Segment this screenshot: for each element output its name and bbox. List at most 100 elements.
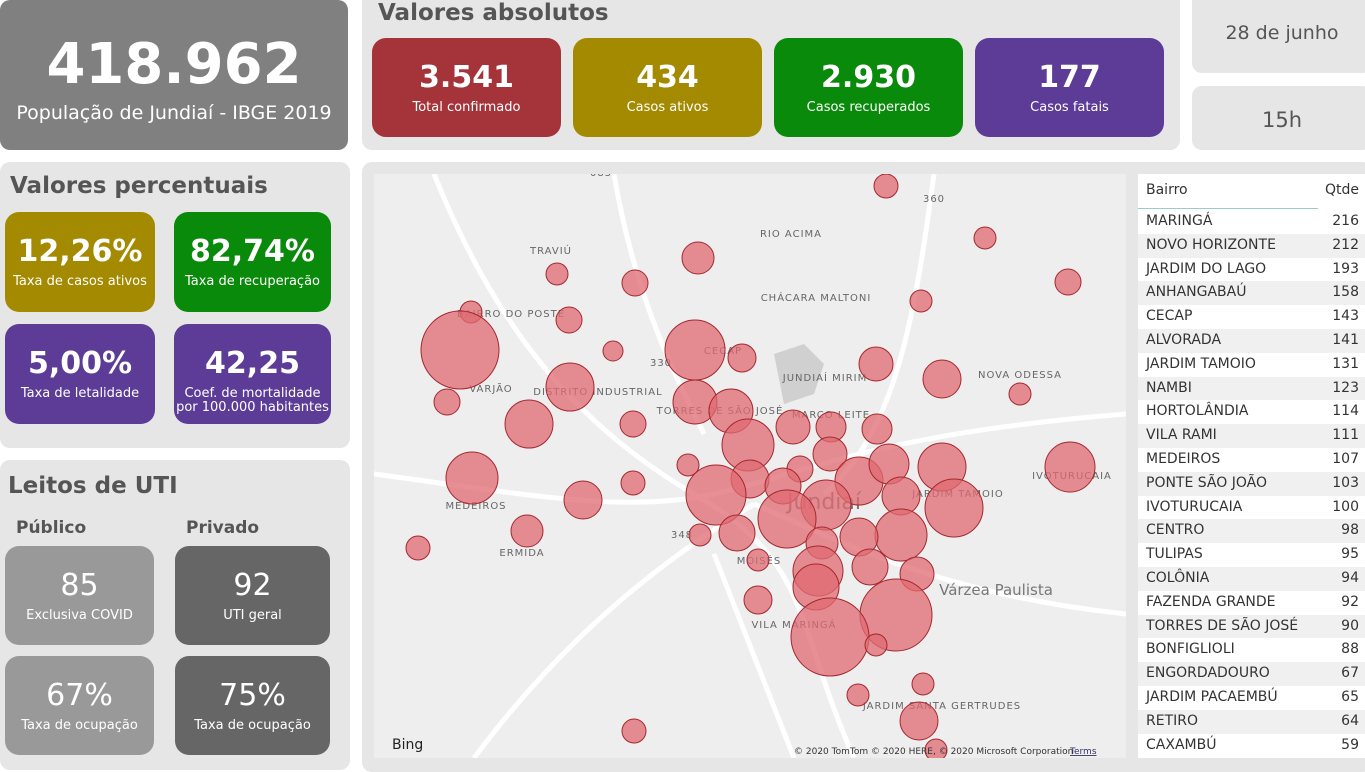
map-label: Várzea Paulista xyxy=(939,581,1053,599)
card: 42,25 Coef. de mortalidade por 100.000 ha… xyxy=(174,324,331,424)
bubble xyxy=(504,399,554,449)
map-brand: Bing xyxy=(392,737,423,753)
row-bg xyxy=(1138,257,1365,282)
bubble xyxy=(757,489,817,549)
map-label: RIO ACIMA xyxy=(760,229,822,240)
row-bg xyxy=(1138,424,1365,448)
card: 177 Casos fatais xyxy=(975,38,1164,137)
hour: 15h xyxy=(1261,108,1303,132)
bubble xyxy=(405,535,431,561)
card: 75% Taxa de ocupação xyxy=(175,656,330,755)
bairro: JARDIM DO LAGO xyxy=(1146,260,1267,277)
card-label: Coef. de mortalidade por 100.000 habitan… xyxy=(176,386,329,415)
bubble xyxy=(621,269,649,297)
qtde: 141 xyxy=(1332,332,1359,348)
qtde: 64 xyxy=(1341,712,1359,729)
bubble xyxy=(664,319,726,381)
hour-panel: 15h xyxy=(1192,86,1365,150)
row-bg xyxy=(1138,448,1365,472)
card-label: Casos fatais xyxy=(1030,100,1109,115)
card-value: 177 xyxy=(1038,60,1101,95)
map-label: JARDIM SANTA GERTRUDES xyxy=(862,701,1021,712)
bairro: HORTOLÂNDIA xyxy=(1146,403,1249,420)
population-label: População de Jundiaí - IBGE 2019 xyxy=(16,102,332,124)
card-value: 12,26% xyxy=(17,234,143,269)
qtde: 216 xyxy=(1332,213,1359,229)
map-label: VARJÃO xyxy=(469,382,512,395)
card-label: Casos ativos xyxy=(626,100,709,115)
bubble xyxy=(851,548,889,586)
bubble xyxy=(858,346,894,382)
bairro: NAMBI xyxy=(1146,379,1192,396)
publico: Público xyxy=(16,518,87,538)
column-header: Qtde xyxy=(1324,182,1359,198)
bubble xyxy=(812,436,848,472)
qtde: 193 xyxy=(1332,260,1359,277)
qtde: 59 xyxy=(1341,736,1359,753)
row-bg xyxy=(1138,471,1365,496)
bubble xyxy=(775,409,811,445)
bairro: PONTE SÃO JOÃO xyxy=(1146,474,1267,491)
bubble xyxy=(924,738,948,758)
map: TRAVIÚ RIO ACIMA CHÁCARA MALTONI BAIRRO DO … xyxy=(374,174,1126,758)
bubble xyxy=(681,241,715,275)
header-rule xyxy=(1138,208,1318,209)
card-value: 92 xyxy=(233,568,272,603)
population: 418.962 xyxy=(46,32,302,97)
bubble xyxy=(1054,268,1082,296)
card-value: 3.541 xyxy=(419,60,514,95)
map-copyright: © 2020 TomTom © 2020 HERE, © 2020 Micros… xyxy=(794,747,1073,757)
qtde: 107 xyxy=(1332,451,1359,467)
card-label: Exclusiva COVID xyxy=(26,608,133,623)
bubble xyxy=(545,362,595,412)
qtde: 100 xyxy=(1332,498,1359,515)
row-bg xyxy=(1138,614,1365,639)
row-bg xyxy=(1138,400,1365,425)
qtde: 67 xyxy=(1341,665,1359,682)
column-header: Bairro xyxy=(1146,182,1188,198)
map-terms: Terms xyxy=(1069,747,1097,757)
card: 85 Exclusiva COVID xyxy=(5,546,154,645)
card: 67% Taxa de ocupação xyxy=(5,656,154,755)
card-value: 85 xyxy=(60,568,99,603)
bubble xyxy=(685,464,747,526)
date-panel: 28 de junho xyxy=(1192,0,1365,73)
bubble xyxy=(621,718,647,744)
bubble xyxy=(790,597,870,677)
bairro: COLÔNIA xyxy=(1146,570,1210,586)
bubble xyxy=(743,585,773,615)
row-bg xyxy=(1138,281,1365,306)
row-bg xyxy=(1138,567,1365,591)
map-label: JUNDIAÍ MIRIM xyxy=(782,371,867,384)
card: 92 UTI geral xyxy=(175,546,330,645)
map-label: DISTRITO INDUSTRIAL xyxy=(533,387,662,398)
bubble xyxy=(873,174,899,199)
bubble xyxy=(864,633,888,657)
row-bg xyxy=(1138,638,1365,663)
card-label: Total confirmado xyxy=(412,100,521,115)
bubble xyxy=(718,514,756,552)
bubble xyxy=(563,480,603,520)
card-label: Taxa de ocupação xyxy=(21,718,138,733)
bairro: ENGORDADOURO xyxy=(1146,665,1270,682)
map-label: 083 xyxy=(590,174,612,179)
card: 82,74% Taxa de recuperação xyxy=(174,212,331,312)
map-label: MEDEIROS xyxy=(445,501,506,512)
qtde: 143 xyxy=(1332,308,1359,325)
bubble xyxy=(899,701,939,741)
map-label: ERMIDA xyxy=(499,548,544,559)
bairro: CECAP xyxy=(1146,308,1193,325)
qtde: 212 xyxy=(1332,236,1359,253)
row-bg xyxy=(1138,709,1365,734)
bairro: TULIPAS xyxy=(1146,546,1203,563)
qtde: 94 xyxy=(1341,570,1359,586)
qtde: 90 xyxy=(1341,617,1359,634)
row-bg xyxy=(1138,352,1365,377)
bubble xyxy=(1008,382,1032,406)
bubble xyxy=(555,306,583,334)
bairro: ANHANGABAÚ xyxy=(1146,284,1247,301)
bubble xyxy=(445,451,499,505)
card: 5,00% Taxa de letalidade xyxy=(5,324,155,424)
row-bg xyxy=(1138,590,1365,615)
card: 12,26% Taxa de casos ativos xyxy=(5,212,155,312)
